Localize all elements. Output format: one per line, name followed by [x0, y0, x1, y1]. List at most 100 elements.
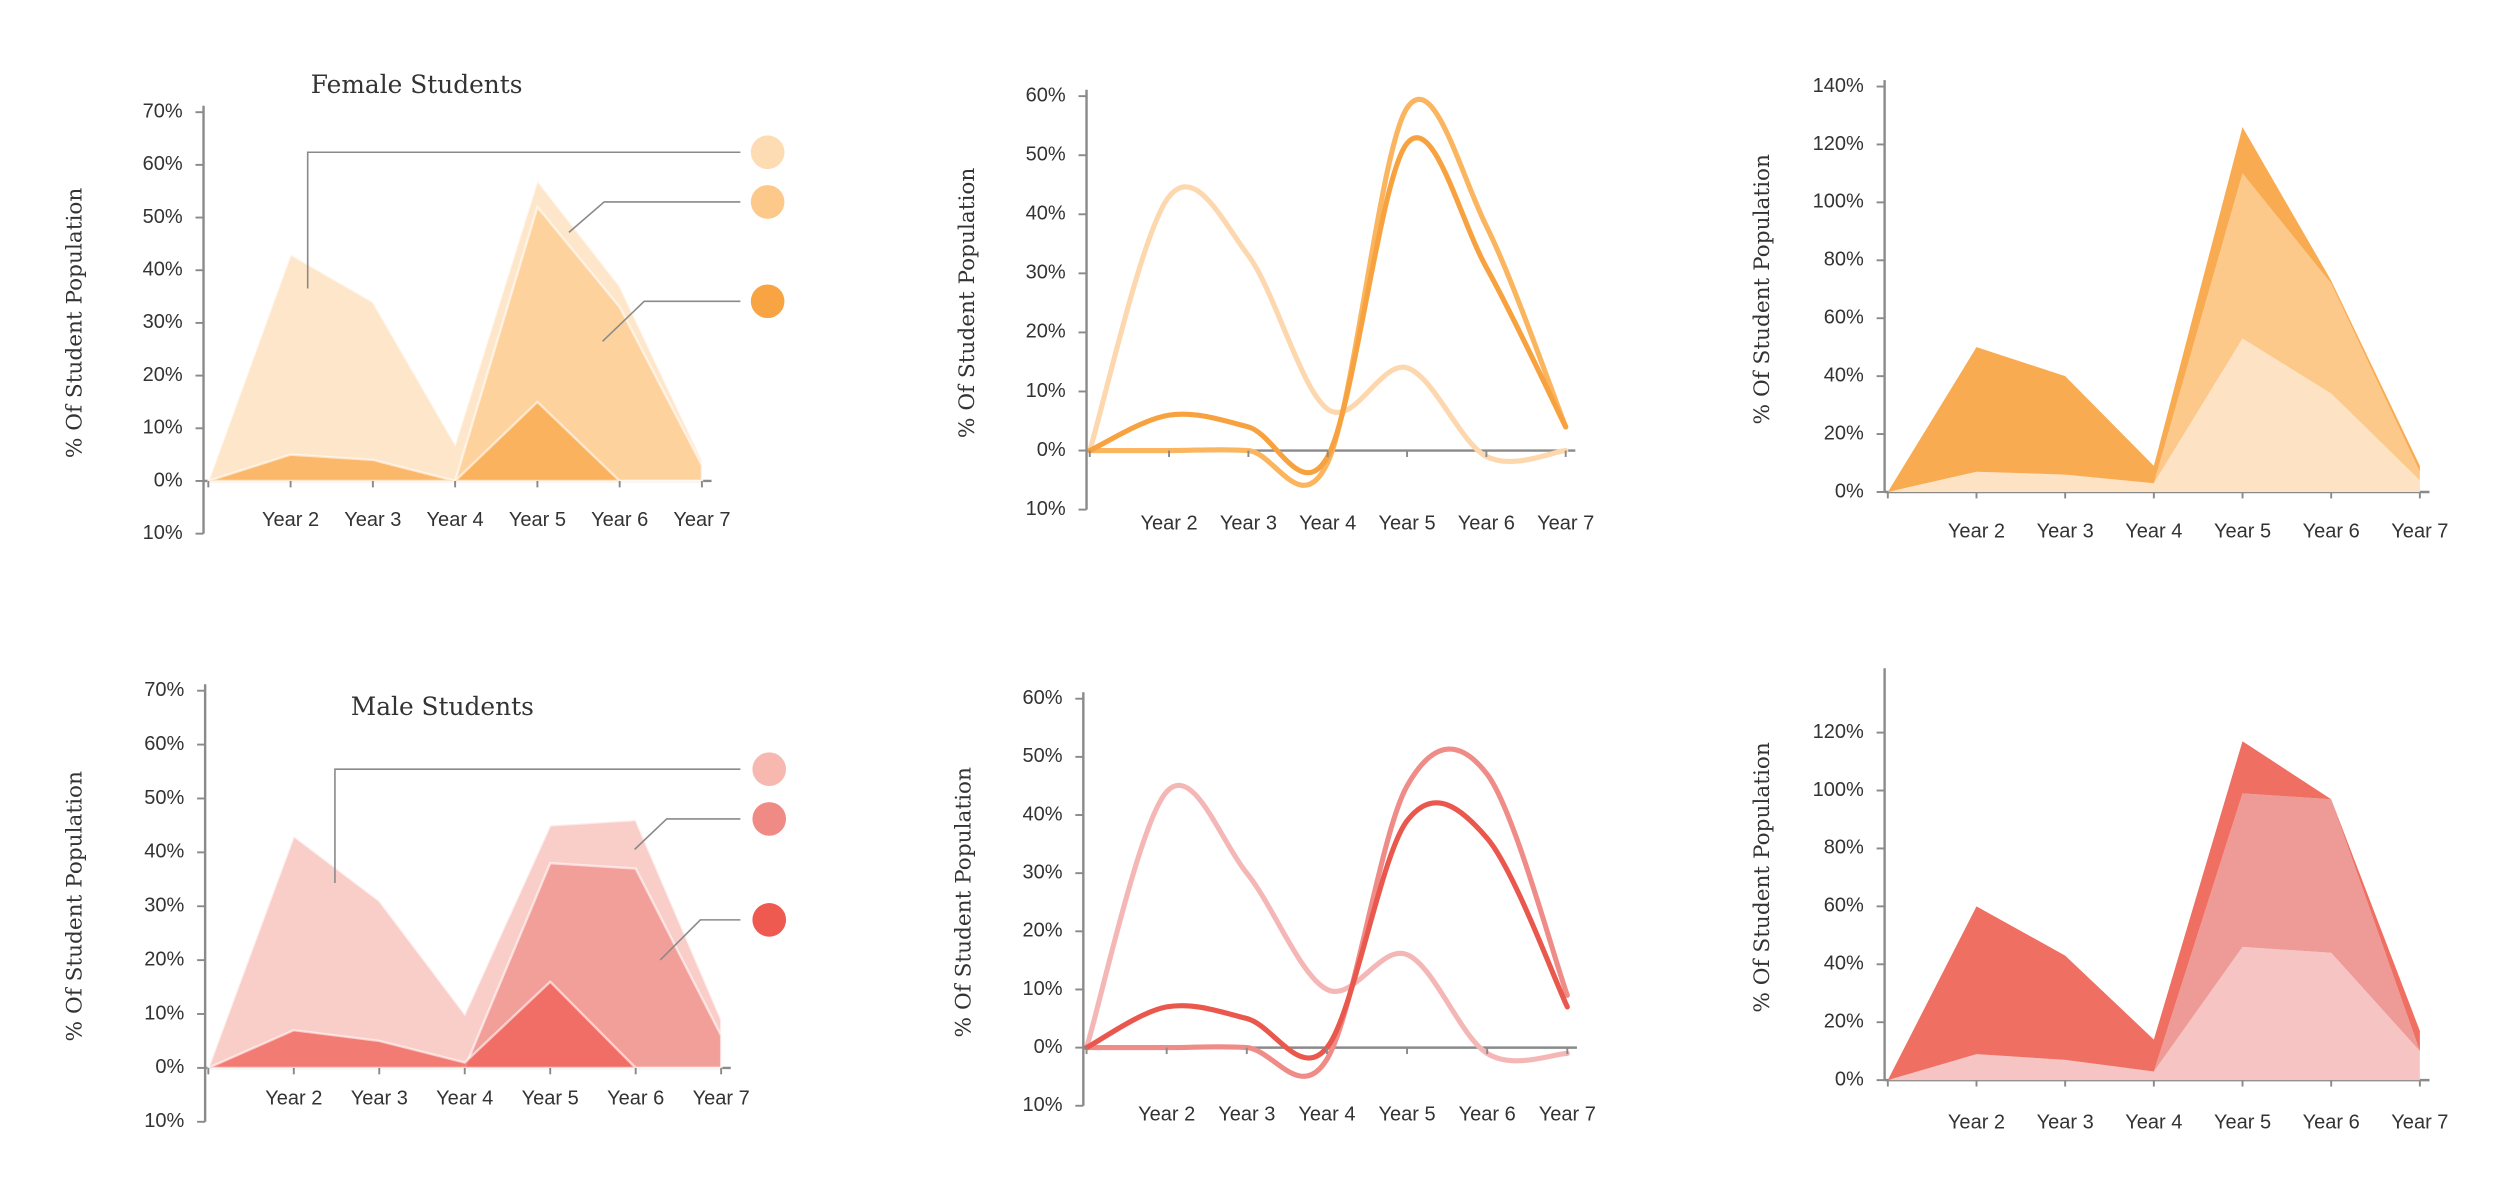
y-tick-label: 70% [144, 679, 184, 701]
x-tick-label: Year 4 [2125, 1112, 2182, 1134]
y-tick-label: 20% [144, 948, 184, 970]
y-tick-label: 20% [143, 364, 183, 386]
x-tick-label: Year 6 [2303, 1112, 2360, 1134]
x-tick-label: Year 5 [1378, 1104, 1435, 1126]
y-tick-label: 120% [1813, 721, 1864, 743]
x-tick-label: Year 5 [2214, 520, 2271, 542]
y-tick-label: 60% [1824, 307, 1864, 329]
x-tick-label: Year 6 [2303, 520, 2360, 542]
line [1087, 96, 1569, 488]
y-tick-label: 40% [1026, 203, 1066, 225]
y-tick-label: 10% [1022, 1094, 1062, 1116]
x-tick-label: Year 5 [509, 509, 566, 531]
y-tick-label: 20% [1824, 422, 1864, 444]
x-tick-label: Year 2 [265, 1088, 322, 1110]
y-tick-label: 60% [144, 733, 184, 755]
y-tick-label: 30% [143, 311, 183, 333]
line [1087, 135, 1569, 476]
y-tick-label: 20% [1022, 920, 1062, 942]
legend-swatch [750, 135, 785, 170]
x-tick-label: Year 6 [1459, 1104, 1516, 1126]
x-tick-label: Year 3 [1218, 1104, 1275, 1126]
y-tick-label: 0% [155, 1056, 184, 1078]
chart-title: Female Students [311, 70, 523, 99]
x-tick-label: Year 7 [2391, 1112, 2448, 1134]
legend-swatch [750, 284, 785, 319]
y-tick-label: 10% [143, 417, 183, 439]
legend-swatch [750, 185, 785, 219]
x-tick-label: Year 6 [607, 1088, 664, 1110]
leader-line [659, 919, 741, 961]
y-tick-label: 40% [1824, 953, 1864, 975]
y-tick-label: 10% [144, 1110, 184, 1132]
y-tick-label: 60% [1022, 687, 1062, 709]
x-tick-label: Year 3 [351, 1088, 408, 1110]
x-tick-label: Year 3 [1220, 512, 1277, 534]
y-tick-label: 100% [1813, 191, 1864, 213]
y-tick-label: 40% [144, 841, 184, 863]
x-tick-label: Year 3 [344, 509, 401, 531]
x-tick-label: Year 4 [1299, 512, 1356, 534]
y-tick-label: 20% [1026, 321, 1066, 343]
line [1083, 782, 1570, 1064]
line [1087, 184, 1569, 465]
y-tick-label: 10% [1022, 978, 1062, 1000]
legend-swatch [752, 802, 787, 836]
y-tick-label: 10% [1026, 498, 1066, 520]
y-tick-label: 0% [1835, 480, 1864, 502]
y-tick-label: 20% [1824, 1011, 1864, 1033]
y-tick-label: 50% [1022, 745, 1062, 767]
y-axis-title: % Of Student Population [62, 188, 87, 458]
y-tick-label: 10% [144, 1002, 184, 1024]
y-axis-title: % Of Student Population [952, 767, 977, 1037]
x-tick-label: Year 7 [1539, 1104, 1596, 1126]
y-tick-label: 140% [1813, 75, 1864, 97]
x-tick-label: Year 2 [1141, 512, 1198, 534]
x-tick-label: Year 6 [1458, 512, 1515, 534]
y-tick-label: 50% [144, 787, 184, 809]
x-tick-label: Year 7 [2391, 520, 2448, 542]
leader-line [306, 151, 741, 289]
x-tick-label: Year 4 [427, 509, 484, 531]
y-tick-label: 30% [1022, 861, 1062, 883]
x-tick-label: Year 4 [1298, 1104, 1355, 1126]
x-tick-label: Year 2 [1948, 520, 2005, 542]
x-tick-label: Year 5 [2214, 1112, 2271, 1134]
area [207, 980, 722, 1070]
x-tick-label: Year 6 [591, 509, 648, 531]
x-tick-label: Year 5 [522, 1088, 579, 1110]
line [1083, 800, 1570, 1061]
y-tick-label: 10% [143, 522, 183, 544]
y-tick-label: 10% [1026, 380, 1066, 402]
area [1887, 173, 2420, 492]
leader-line [568, 201, 741, 233]
leader-line [334, 768, 741, 884]
x-tick-label: Year 4 [2125, 520, 2182, 542]
y-axis-title: % Of Student Population [62, 771, 87, 1041]
y-tick-label: 100% [1813, 779, 1864, 801]
y-tick-label: 0% [1037, 439, 1066, 461]
y-tick-label: 40% [1022, 803, 1062, 825]
y-axis-title: % Of Student Population [1750, 154, 1775, 424]
y-tick-label: 60% [1824, 895, 1864, 917]
area [207, 400, 702, 483]
legend-swatch [752, 752, 787, 787]
x-tick-label: Year 2 [1138, 1104, 1195, 1126]
x-tick-label: Year 2 [262, 509, 319, 531]
x-tick-label: Year 2 [1948, 1112, 2005, 1134]
y-tick-label: 30% [144, 895, 184, 917]
y-tick-label: 80% [1824, 837, 1864, 859]
area [1887, 127, 2420, 492]
y-tick-label: 120% [1813, 133, 1864, 155]
chart-title: Male Students [351, 692, 534, 721]
y-tick-label: 40% [143, 259, 183, 281]
x-tick-label: Year 7 [693, 1088, 750, 1110]
x-tick-label: Year 3 [2037, 1112, 2094, 1134]
line [1083, 746, 1570, 1079]
leader-line [634, 818, 741, 850]
area [1887, 338, 2420, 492]
area [1887, 793, 2420, 1081]
area [1887, 946, 2420, 1081]
x-tick-label: Year 7 [673, 509, 730, 531]
